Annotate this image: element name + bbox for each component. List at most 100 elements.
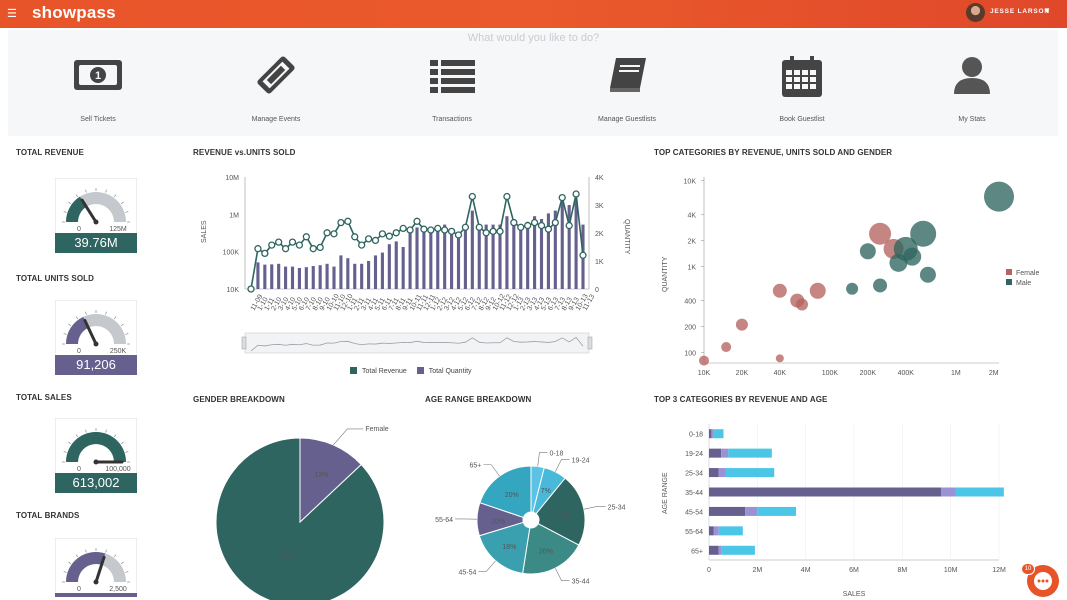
quantity-bar <box>443 224 447 289</box>
chevron-down-icon[interactable]: ▼ <box>1043 6 1051 15</box>
stacked-bar-segment <box>709 448 722 458</box>
age-revenue-bar-chart[interactable]: 0 2M 4M 6M 8M 10M 12M 0-18 19-24 25-34 35-44 45-54 5… <box>654 410 1054 600</box>
legend-label: Female <box>1016 270 1039 277</box>
actions-prompt: What would you like to do? <box>467 32 600 44</box>
book-guestlist-label: Book Guestlist <box>779 116 825 123</box>
gauge-tick <box>68 441 72 445</box>
quantity-bar <box>422 230 426 289</box>
gauge-min-label: 0 <box>77 466 81 473</box>
revenue-point <box>364 235 373 243</box>
revenue-point <box>288 238 297 246</box>
stacked-bar-segment <box>721 545 755 555</box>
slice-value-label: 87% <box>281 553 295 560</box>
quantity-bar <box>560 199 564 289</box>
slice-leader-line <box>555 458 570 472</box>
stacked-bar-segment <box>745 506 758 516</box>
revenue-point <box>309 245 317 253</box>
quantity-bar <box>311 266 315 289</box>
legend-label: Male <box>1016 280 1031 287</box>
gauge-hub <box>93 219 99 225</box>
gauge-frame <box>54 299 138 357</box>
quantity-bar <box>297 268 301 289</box>
quantity-bar <box>415 227 419 289</box>
revenue-point <box>247 285 255 293</box>
stacked-bar-segment <box>713 429 724 439</box>
menu-icon[interactable]: ☰ <box>7 8 17 20</box>
gauge-hub <box>93 459 99 465</box>
gender-pie-chart[interactable]: 87% 13% Female <box>193 410 413 600</box>
quantity-bar <box>539 219 544 289</box>
y-axis-title: SALES <box>201 220 208 243</box>
y-tick-label: 1M <box>229 212 239 219</box>
quantity-bar <box>256 262 260 289</box>
scatter-point <box>809 282 826 299</box>
manage-guestlists-action[interactable]: Manage Guestlists <box>567 56 687 123</box>
stacked-bar-segment <box>955 487 1004 497</box>
slice-value-label: 18% <box>502 544 516 551</box>
quantity-bar <box>263 264 267 289</box>
stacked-bar-segment <box>728 448 772 458</box>
y-tick-label: 55-64 <box>685 529 703 536</box>
gauge-max-label: 100,000 <box>105 466 130 473</box>
brand-logo[interactable]: showpass <box>32 3 116 22</box>
sell-tickets-action[interactable]: 1 Sell Tickets <box>38 56 158 123</box>
transactions-label: Transactions <box>432 116 472 123</box>
user-name[interactable]: JESSE LARSON <box>990 8 1050 15</box>
my-stats-action[interactable]: My Stats <box>912 56 1032 123</box>
book-guestlist-action[interactable]: Book Guestlist <box>742 56 862 123</box>
stacked-bar-segment <box>709 506 746 516</box>
age-donut-chart[interactable]: 0-18 7% 19-24 22% 25-34 20% 35-44 18% 45-54 10% 55… <box>425 410 640 600</box>
y-tick-label: 45-54 <box>685 509 703 516</box>
quantity-bar <box>429 233 433 289</box>
y-tick-label: 65+ <box>691 548 703 555</box>
revenue-point <box>537 221 546 230</box>
total-units-sold-gauge: 0 250K 91,206 <box>54 299 138 375</box>
quantity-bar <box>394 241 398 289</box>
x-tick-label: 20K <box>736 370 749 377</box>
y-tick-label: 400 <box>684 299 696 306</box>
donut-slice <box>479 465 532 519</box>
y2-tick-label: 4K <box>595 175 604 182</box>
stacked-bar-segment <box>757 506 796 516</box>
gauge-dial: 0 250K <box>54 299 138 357</box>
pie-slice <box>215 437 385 600</box>
slice-label: 45-54 <box>458 569 476 576</box>
revenue-point <box>441 226 449 234</box>
revenue-point <box>330 230 338 238</box>
slice-value-label: 10% <box>491 518 505 525</box>
gauge-needle <box>94 555 106 584</box>
gender-chart-title: GENDER BREAKDOWN <box>193 395 285 404</box>
revenue-point <box>268 241 276 249</box>
quantity-bar <box>325 263 329 289</box>
pie-slice <box>299 437 362 524</box>
quantity-bar <box>373 255 378 289</box>
gauge-value: 91,206 <box>55 355 137 375</box>
slice-label: 25-34 <box>608 504 626 511</box>
slice-leader-line <box>555 568 570 582</box>
y-tick-label: 19-24 <box>685 451 703 458</box>
scatter-point <box>721 342 732 353</box>
category-scatter-chart[interactable]: 10K 20K 40K 100K 200K 400K 1M 2M 10K 4K 2K 1K 400 200… <box>654 165 1064 385</box>
y-tick-label: 4K <box>687 213 696 220</box>
transactions-action[interactable]: Transactions <box>392 56 512 123</box>
revenue-point <box>530 218 539 227</box>
slice-leader-line <box>333 428 364 446</box>
gauge-tick <box>105 429 107 433</box>
revenue-point <box>413 217 421 225</box>
sell-tickets-label: Sell Tickets <box>80 116 116 123</box>
quantity-bar <box>270 264 274 289</box>
gauge-tick <box>120 441 124 445</box>
scatter-point <box>775 354 784 363</box>
donut-slice <box>535 477 586 546</box>
scatter-point <box>873 278 888 293</box>
manage-events-action[interactable]: Manage Events <box>216 56 336 123</box>
quantity-bar <box>533 216 537 289</box>
stacked-bar-segment <box>709 526 714 536</box>
total-revenue-title: TOTAL REVENUE <box>16 148 84 157</box>
gauge-tick <box>75 194 79 198</box>
slice-leader-line <box>478 560 496 572</box>
gauge-value: 613,002 <box>55 473 137 493</box>
user-avatar[interactable] <box>966 3 985 22</box>
revenue-point <box>434 224 442 233</box>
